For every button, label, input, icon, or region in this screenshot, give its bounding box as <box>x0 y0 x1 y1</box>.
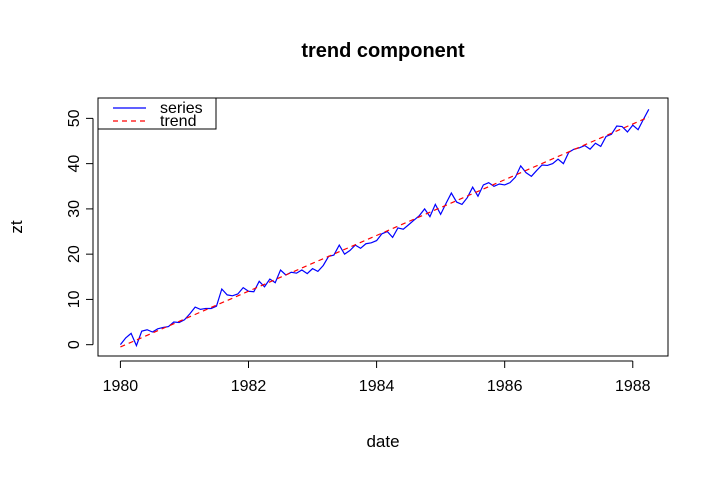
y-tick-label: 20 <box>66 245 83 263</box>
x-tick-label: 1980 <box>103 378 139 395</box>
x-axis: 1980 1982 1984 1986 1988 <box>103 360 651 395</box>
y-tick-label: 50 <box>66 109 83 127</box>
y-axis: 0 10 20 30 40 50 <box>66 109 94 349</box>
series-layer <box>119 109 650 348</box>
y-axis-label: zt <box>7 220 26 234</box>
series-line-series <box>119 109 650 348</box>
legend-label-trend: trend <box>160 113 196 130</box>
legend-label-series: series <box>160 100 203 117</box>
series-line-trend <box>120 116 650 348</box>
plot-frame <box>97 97 669 357</box>
y-tick-label: 40 <box>66 155 83 173</box>
x-tick-label: 1988 <box>615 378 651 395</box>
x-tick-label: 1984 <box>359 378 395 395</box>
legend-box <box>97 97 217 130</box>
chart-title: trend component <box>301 40 465 62</box>
y-tick-label: 30 <box>66 200 83 218</box>
y-tick-label: 0 <box>66 340 83 349</box>
y-tick-label: 10 <box>66 290 83 308</box>
x-axis-label: date <box>366 432 399 451</box>
x-tick-label: 1986 <box>487 378 523 395</box>
x-tick-label: 1982 <box>231 378 267 395</box>
